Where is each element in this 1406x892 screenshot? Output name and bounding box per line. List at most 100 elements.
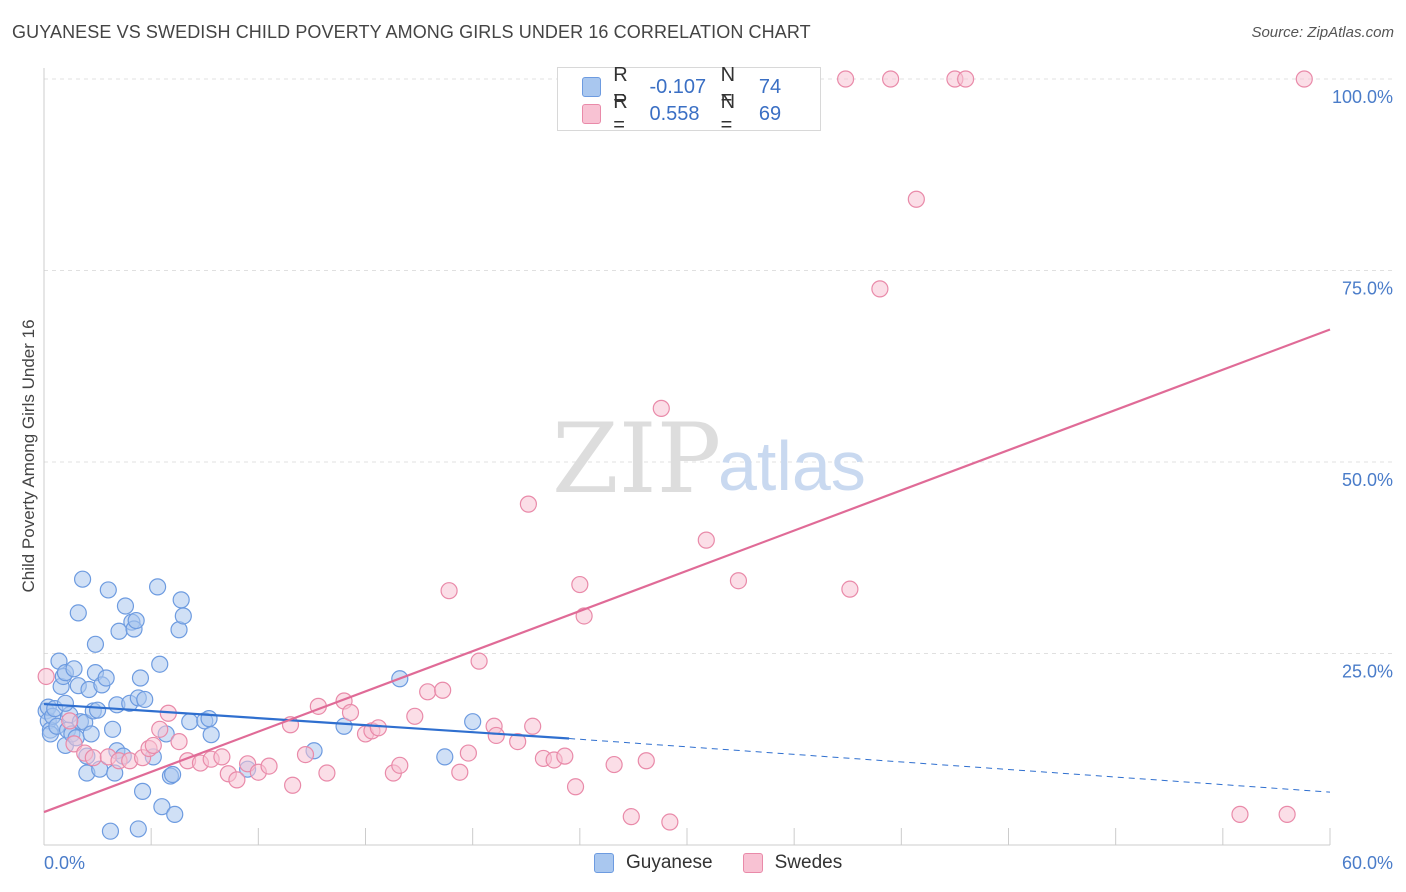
point-swedes xyxy=(729,572,748,590)
chart-title: GUYANESE VS SWEDISH CHILD POVERTY AMONG … xyxy=(12,22,811,42)
point-guyanese xyxy=(103,720,122,738)
point-guyanese xyxy=(151,655,169,673)
point-swedes xyxy=(652,399,670,417)
trendlines xyxy=(43,328,1331,814)
source-label: Source: ZipAtlas.com xyxy=(1251,24,1394,41)
watermark-zip: ZIP xyxy=(552,403,721,515)
point-swedes xyxy=(284,776,302,794)
point-guyanese xyxy=(166,805,184,823)
legend-swatch-swedes xyxy=(582,104,602,124)
point-guyanese xyxy=(99,581,117,599)
legend-r-value: -0.107 xyxy=(649,75,707,98)
series-legend: Guyanese Swedes xyxy=(594,852,872,874)
point-guyanese xyxy=(129,820,147,838)
point-swedes xyxy=(841,580,859,598)
point-swedes xyxy=(470,652,488,670)
legend-r-label: R = xyxy=(613,64,628,109)
point-guyanese xyxy=(73,570,92,588)
point-swedes xyxy=(882,70,900,88)
point-swedes xyxy=(84,749,102,767)
point-swedes xyxy=(440,582,458,600)
point-swedes xyxy=(451,763,469,781)
point-swedes xyxy=(170,732,188,751)
point-guyanese xyxy=(464,713,482,731)
point-swedes xyxy=(341,703,360,722)
tick-labels: 25.0% 50.0% 75.0% 100.0% 0.0% 60.0% xyxy=(44,87,1393,873)
point-guyanese xyxy=(136,690,154,709)
legend-swatch-guyanese xyxy=(582,77,602,97)
gridlines xyxy=(44,78,1395,654)
watermark-atlas: atlas xyxy=(718,427,866,505)
y-tick-label: 100.0% xyxy=(1332,87,1393,107)
point-guyanese xyxy=(181,713,199,731)
y-tick-label: 75.0% xyxy=(1342,279,1393,299)
point-swedes xyxy=(661,813,679,831)
point-guyanese xyxy=(97,669,115,687)
legend-row-guyanese: R = -0.107 N = 74 xyxy=(582,64,820,109)
trendline-guyanese xyxy=(569,738,1331,793)
point-swedes xyxy=(837,70,855,88)
point-swedes xyxy=(369,719,387,737)
stats-legend: R = -0.107 N = 74 R = 0.558 N = 69 xyxy=(557,64,821,136)
point-guyanese xyxy=(56,694,75,712)
point-swedes xyxy=(871,280,889,298)
point-guyanese xyxy=(133,782,152,800)
y-axis-label: Child Poverty Among Girls Under 16 xyxy=(19,319,38,592)
point-swedes xyxy=(1231,805,1249,823)
point-swedes xyxy=(519,495,537,513)
point-swedes xyxy=(487,726,505,745)
point-guyanese xyxy=(153,798,171,816)
trendline-swedes xyxy=(43,328,1331,814)
point-guyanese xyxy=(127,611,145,630)
point-swedes xyxy=(509,732,527,751)
point-guyanese xyxy=(88,701,107,719)
legend-label-guyanese: Guyanese xyxy=(626,852,713,873)
legend-swatch-swedes xyxy=(742,853,763,873)
point-guyanese xyxy=(69,604,87,622)
point-swedes xyxy=(622,808,640,826)
point-swedes xyxy=(637,752,655,770)
point-guyanese xyxy=(202,726,220,744)
point-guyanese xyxy=(174,607,192,625)
y-tick-label: 50.0% xyxy=(1342,470,1393,490)
y-tick-label: 25.0% xyxy=(1342,662,1393,682)
legend-item-guyanese: Guyanese xyxy=(594,852,713,874)
x-tick-label: 60.0% xyxy=(1342,853,1393,873)
point-swedes xyxy=(61,712,79,730)
point-guyanese xyxy=(116,597,135,615)
point-guyanese xyxy=(335,717,353,735)
legend-n-label: N = xyxy=(720,64,736,109)
point-guyanese xyxy=(65,660,83,678)
point-swedes xyxy=(459,744,477,762)
point-swedes xyxy=(213,748,231,766)
point-swedes xyxy=(318,764,336,782)
legend-swatch-guyanese xyxy=(594,853,614,873)
point-swedes xyxy=(1278,805,1296,823)
point-swedes xyxy=(144,736,162,755)
legend-n-label: N = xyxy=(720,91,736,136)
point-swedes xyxy=(419,683,437,701)
point-guyanese xyxy=(436,748,454,766)
legend-item-swedes: Swedes xyxy=(742,852,842,874)
point-swedes xyxy=(1295,70,1313,88)
legend-row-swedes: R = 0.558 N = 69 xyxy=(582,91,820,136)
point-guyanese xyxy=(148,578,167,596)
point-swedes xyxy=(556,747,574,765)
legend-r-label: R = xyxy=(613,91,628,136)
point-swedes xyxy=(524,717,542,735)
point-swedes xyxy=(37,667,55,686)
data-points xyxy=(37,70,1313,840)
point-swedes xyxy=(571,575,589,594)
point-guyanese xyxy=(200,710,218,728)
legend-n-value: 74 xyxy=(758,75,782,98)
point-swedes xyxy=(260,757,278,775)
point-swedes xyxy=(605,755,623,774)
point-guyanese xyxy=(86,635,105,653)
point-guyanese xyxy=(101,822,120,840)
point-swedes xyxy=(151,720,169,738)
legend-n-value: 69 xyxy=(758,102,782,125)
x-tick-label: 0.0% xyxy=(44,853,85,873)
point-swedes xyxy=(907,190,925,208)
point-guyanese xyxy=(164,765,182,784)
